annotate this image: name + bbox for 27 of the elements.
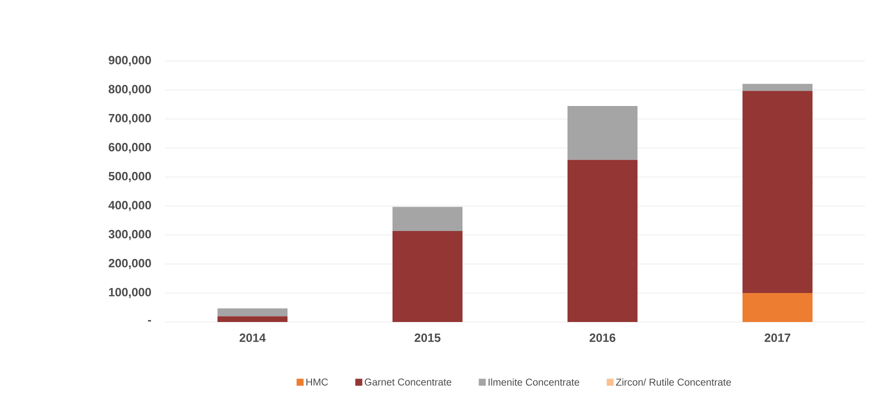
legend-label: Garnet Concentrate xyxy=(364,378,452,386)
y-tick-label: 300,000 xyxy=(108,230,151,240)
legend-label: Zircon/ Rutile Concentrate xyxy=(616,378,731,386)
legend-label: Ilmenite Concentrate xyxy=(488,378,580,386)
bar xyxy=(392,230,463,322)
y-tick-label: 700,000 xyxy=(108,114,151,124)
legend-label: HMC xyxy=(306,378,328,386)
y-tick-label: 100,000 xyxy=(109,288,151,298)
x-tick-label: 2016 xyxy=(590,334,616,342)
y-tick-label: 600,000 xyxy=(108,142,151,154)
y-tick-label: 800,000 xyxy=(108,84,151,96)
bar xyxy=(568,106,638,160)
x-tick-label: 2015 xyxy=(414,334,440,342)
y-tick-label: 500,000 xyxy=(108,172,151,182)
y-tick-label: 200,000 xyxy=(108,258,151,270)
y-tick-label: - xyxy=(148,320,151,322)
bar xyxy=(742,293,813,322)
bar xyxy=(568,160,638,322)
y-tick-label: 400,000 xyxy=(108,200,151,212)
x-tick-label: 2014 xyxy=(240,334,266,342)
bar xyxy=(742,90,813,293)
bar xyxy=(392,206,463,231)
bar xyxy=(742,84,813,91)
x-tick-label: 2017 xyxy=(764,334,790,342)
bar xyxy=(218,316,288,322)
y-tick-label: 900,000 xyxy=(108,56,151,66)
bar xyxy=(218,308,288,316)
